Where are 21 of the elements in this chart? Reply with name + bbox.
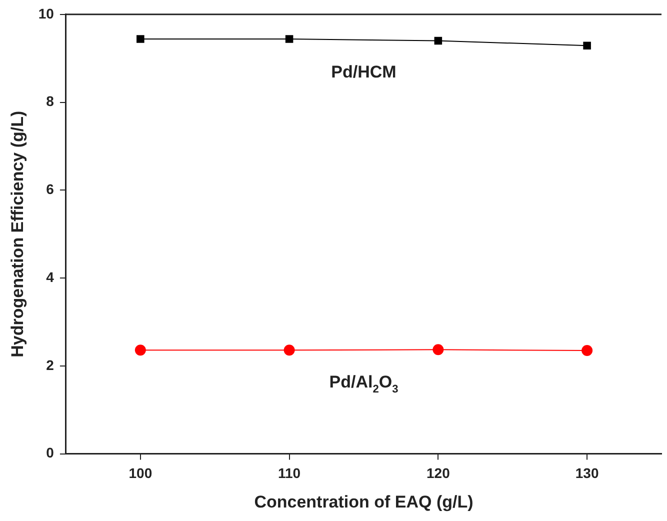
- point: [432, 344, 444, 356]
- x-axis-title: Concentration of EAQ (g/L): [254, 492, 474, 512]
- series-label: Pd/HCM: [331, 62, 396, 82]
- point: [134, 344, 146, 356]
- y-tick-label: 10: [38, 5, 54, 22]
- y-tick-label: 8: [46, 93, 54, 110]
- x-tick-label: 130: [575, 465, 599, 482]
- y-axis-title: Hydrogenation Efficiency (g/L): [8, 110, 27, 358]
- y-tick-label: 0: [46, 444, 54, 461]
- point: [285, 35, 294, 43]
- y-tick-label: 2: [46, 356, 54, 373]
- x-tick-label: 120: [426, 465, 450, 482]
- x-tick-label: 100: [128, 465, 152, 482]
- point: [582, 345, 593, 356]
- point: [434, 36, 442, 45]
- x-tick-label: 110: [278, 465, 301, 482]
- point: [583, 42, 591, 50]
- point: [284, 344, 295, 356]
- y-tick-label: 4: [46, 268, 54, 285]
- point: [136, 35, 144, 43]
- y-tick-label: 6: [46, 181, 54, 198]
